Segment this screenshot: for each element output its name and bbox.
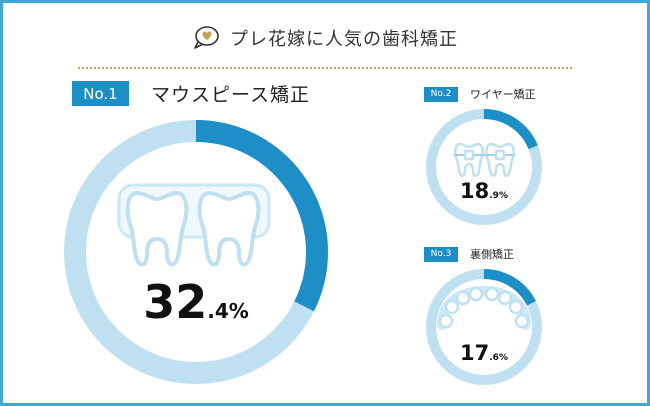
rank-3-value-integer: 17 <box>460 341 490 365</box>
heart-speech-bubble-icon <box>194 26 219 49</box>
rank-1-badge: No.1 <box>72 81 129 106</box>
rank-1-label: マウスピース矯正 <box>151 84 311 106</box>
rank-1-value-integer: 32 <box>143 275 208 329</box>
rank-3-header: No.3 裏側矯正 <box>424 246 514 262</box>
rank-2-percentage: 18.9% <box>424 179 544 203</box>
donut-slice-rank-3 <box>426 269 542 385</box>
donut-chart-rank-1 <box>64 120 328 384</box>
rank-2-value-decimal: .9 <box>489 191 499 201</box>
page-title: プレ花嫁に人気の歯科矯正 <box>230 29 458 50</box>
rank-1-percentage: 32.4% <box>63 275 329 329</box>
title-divider <box>78 67 572 69</box>
rank-3-percentage: 17.6% <box>424 341 544 365</box>
braces-teeth-icon <box>454 142 515 177</box>
aligner-teeth-icon <box>117 183 271 267</box>
rank-1-value-decimal: .4 <box>207 299 229 323</box>
rank-2-badge: No.2 <box>424 86 458 102</box>
rank-2-header: No.2 ワイヤー矯正 <box>424 86 536 102</box>
donut-slice-rank-2 <box>426 109 542 225</box>
donut-chart-rank-2 <box>426 109 542 225</box>
rank-3-badge: No.3 <box>424 246 458 262</box>
rank-3-value-decimal: .6 <box>489 353 499 363</box>
lingual-arch-icon <box>437 285 531 330</box>
donut-chart-rank-3 <box>426 269 542 385</box>
rank-3-label: 裏側矯正 <box>470 248 514 261</box>
rank-1-header: No.1 マウスピース矯正 <box>72 80 310 107</box>
rank-2-value-unit: % <box>498 191 508 201</box>
rank-2-label: ワイヤー矯正 <box>470 88 536 101</box>
rank-3-value-unit: % <box>498 353 508 363</box>
donut-slice-rank-1 <box>64 120 328 384</box>
rank-1-value-unit: % <box>228 299 249 323</box>
rank-2-value-integer: 18 <box>460 179 490 203</box>
header: プレ花嫁に人気の歯科矯正 <box>0 18 650 58</box>
